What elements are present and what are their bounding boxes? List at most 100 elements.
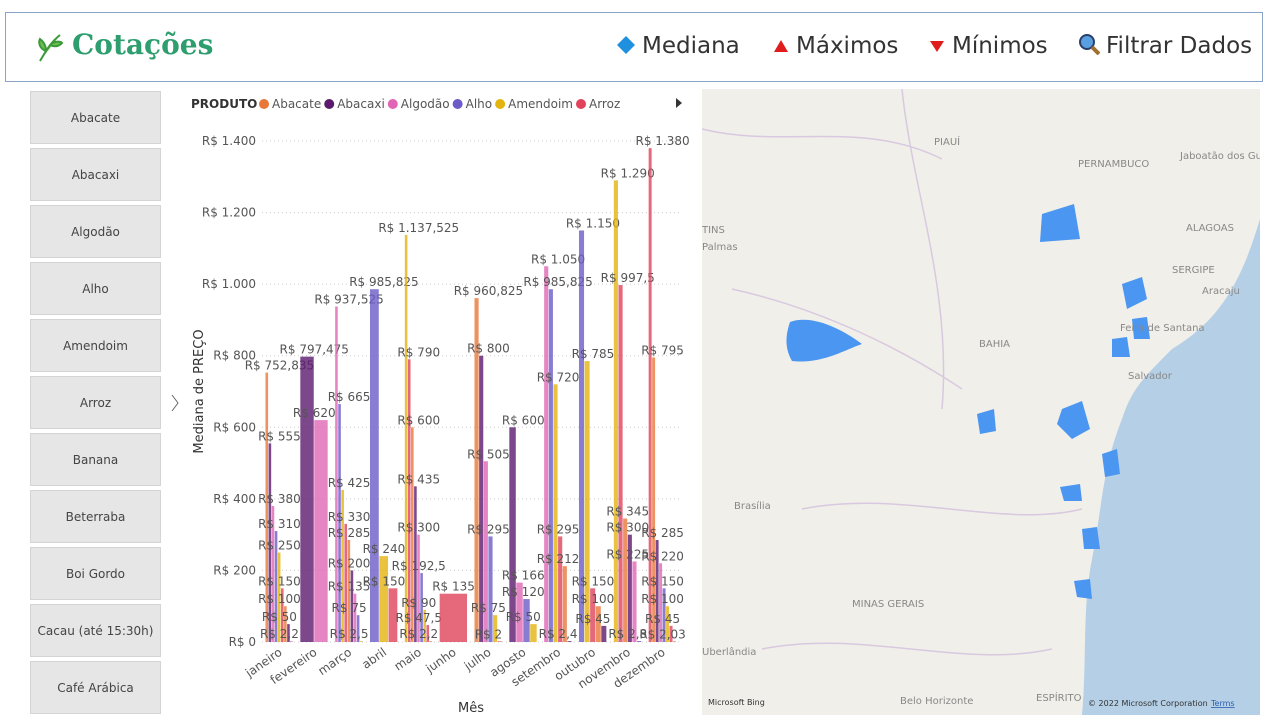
- bar: [662, 588, 666, 642]
- bar: [655, 540, 659, 642]
- map-label: Palmas: [702, 242, 738, 253]
- product-button[interactable]: Cacau (até 15:30h): [30, 604, 161, 657]
- product-button[interactable]: Abacaxi: [30, 148, 161, 201]
- map-border: [702, 89, 1083, 656]
- map-region: [1122, 277, 1147, 309]
- product-button[interactable]: Café Arábica: [30, 661, 161, 714]
- map-region: [1060, 484, 1082, 501]
- data-label: R$ 150: [363, 574, 406, 588]
- y-tick-label: R$ 0: [229, 635, 256, 649]
- map-sea: [1082, 219, 1260, 715]
- legend-label: Alho: [466, 97, 493, 111]
- product-button[interactable]: Beterraba: [30, 490, 161, 543]
- bar: [369, 289, 379, 642]
- map-region: [1057, 401, 1090, 439]
- data-label: R$ 435: [397, 472, 440, 486]
- data-label: R$ 345: [606, 505, 649, 519]
- data-label: R$ 790: [397, 345, 440, 359]
- nav-button[interactable]: Mediana: [616, 33, 740, 59]
- bar: [613, 180, 618, 642]
- bar: [479, 355, 484, 642]
- data-label: R$ 380: [258, 492, 301, 506]
- product-button[interactable]: Alho: [30, 262, 161, 315]
- map-label: ALAGOAS: [1186, 223, 1234, 234]
- nav-label: Mediana: [642, 33, 740, 59]
- bar: [666, 606, 670, 642]
- bar: [558, 536, 563, 642]
- bar: [344, 523, 348, 642]
- data-label: R$ 720: [537, 370, 580, 384]
- map-label: Jaboatão dos Gu: [1179, 151, 1260, 162]
- legend-swatch: [259, 99, 269, 109]
- leaf-icon: [38, 34, 64, 62]
- bar: [271, 506, 275, 642]
- y-axis-title: Mediana de PREÇO: [192, 329, 207, 453]
- data-label: R$ 960,825: [454, 284, 523, 298]
- legend-label: Arroz: [589, 97, 620, 111]
- scroll-arrow[interactable]: [170, 394, 180, 412]
- data-label: R$ 45: [575, 612, 610, 626]
- data-label: R$ 555: [258, 429, 301, 443]
- data-label: R$ 285: [328, 526, 371, 540]
- legend-swatch: [576, 99, 586, 109]
- legend-label: Algodão: [401, 97, 450, 111]
- nav-label: Filtrar Dados: [1106, 33, 1253, 59]
- map-label: PERNAMBUCO: [1078, 159, 1149, 170]
- product-button[interactable]: Arroz: [30, 376, 161, 429]
- data-label: R$ 250: [258, 539, 301, 553]
- map-label: Feira de Santana: [1120, 323, 1205, 334]
- y-tick-label: R$ 1.200: [202, 206, 256, 220]
- legend-swatch: [495, 99, 506, 109]
- data-label: R$ 2,03: [639, 627, 686, 641]
- map-terms[interactable]: Terms: [1210, 699, 1235, 708]
- map-region: [786, 319, 862, 362]
- map-credit: Microsoft Bing: [708, 698, 765, 707]
- product-button[interactable]: Algodão: [30, 205, 161, 258]
- bar: [268, 443, 272, 642]
- nav-button[interactable]: Filtrar Dados: [1078, 33, 1252, 59]
- bar: [578, 230, 585, 642]
- data-label: R$ 1.380: [636, 134, 690, 148]
- map-label: Aracaju: [1202, 286, 1240, 297]
- header: [5, 12, 1263, 82]
- data-label: R$ 985,825: [349, 275, 418, 289]
- map-region: [1082, 527, 1100, 549]
- bar: [300, 356, 314, 642]
- data-label: R$ 150: [258, 574, 301, 588]
- data-label: R$ 295: [537, 522, 580, 536]
- bar: [623, 518, 628, 642]
- data-label: R$ 50: [506, 610, 541, 624]
- bar: [523, 599, 530, 642]
- bar: [335, 306, 338, 642]
- data-label: R$ 330: [328, 510, 371, 524]
- bar: [497, 641, 502, 642]
- data-label: R$ 997,5: [601, 271, 655, 285]
- bar: [338, 404, 341, 642]
- nav-button[interactable]: Máximos: [772, 33, 898, 59]
- legend-swatch: [324, 99, 335, 109]
- bar: [414, 486, 417, 642]
- data-label: R$ 75: [332, 601, 367, 615]
- bar: [407, 359, 411, 642]
- x-tick-label: junho: [422, 645, 458, 676]
- product-button[interactable]: Abacate: [30, 91, 161, 144]
- data-label: R$ 192,5: [392, 559, 446, 573]
- nav-button[interactable]: Mínimos: [928, 33, 1048, 59]
- product-button[interactable]: Banana: [30, 433, 161, 486]
- data-label: R$ 1.050: [531, 252, 585, 266]
- data-label: R$ 2,4: [539, 627, 578, 641]
- product-button[interactable]: Boi Gordo: [30, 547, 161, 600]
- bar: [353, 593, 357, 642]
- product-button[interactable]: Amendoim: [30, 319, 161, 372]
- data-label: R$ 300: [606, 521, 649, 535]
- bar: [673, 641, 677, 642]
- bar: [420, 573, 423, 642]
- app-title: Cotações: [72, 28, 214, 61]
- bar: [356, 615, 360, 642]
- map-region: [1040, 204, 1080, 242]
- data-label: R$ 2,5: [330, 627, 369, 641]
- data-label: R$ 135: [328, 580, 371, 594]
- data-label: R$ 285: [641, 526, 684, 540]
- data-label: R$ 795: [641, 344, 684, 358]
- legend-next[interactable]: [676, 98, 682, 108]
